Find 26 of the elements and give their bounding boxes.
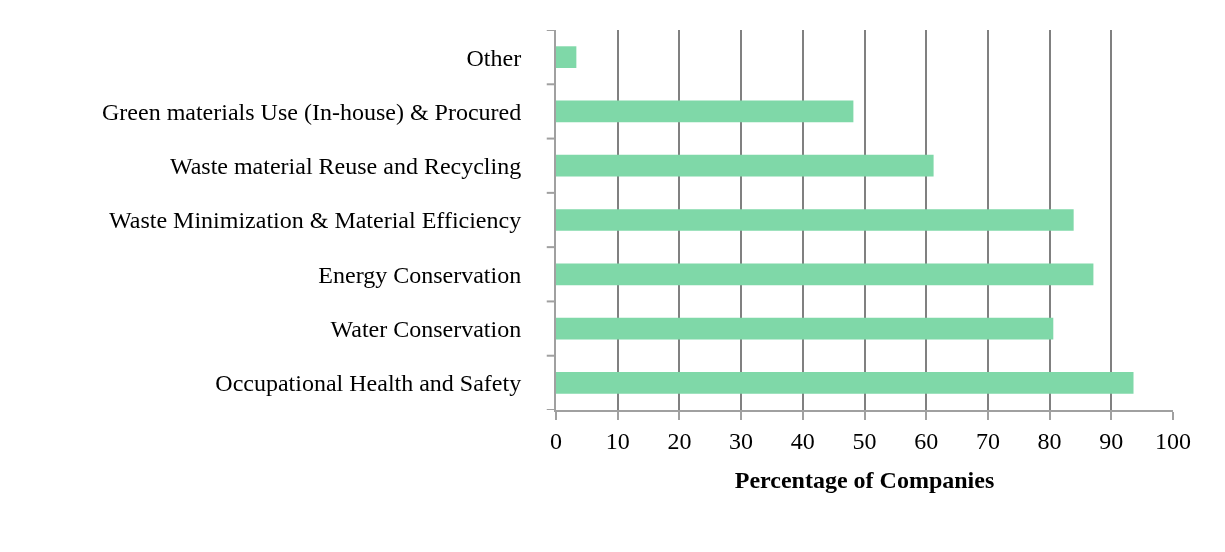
x-tick-label: 30 [729,427,754,454]
x-tick-label: 80 [1037,427,1062,454]
x-tick-label: 70 [975,427,1000,454]
x-tick-label: 60 [914,427,939,454]
bar [556,317,1054,340]
x-tick-label: 100 [1155,427,1191,454]
y-tick-label: Green materials Use (In-house) & Procured [102,98,522,125]
y-tick-label: Waste material Reuse and Recycling [169,153,522,180]
bar [556,372,1134,394]
y-tick-label: Waste Minimization & Material Efficiency [109,207,522,234]
x-tick-label: 50 [852,427,877,454]
y-tick-label: Occupational Health and Safety [215,370,522,397]
x-axis-title: Percentage of Companies [734,466,995,493]
bar [556,263,1094,286]
bar [556,154,934,177]
y-tick-label: Water Conservation [330,315,522,342]
x-tick-label: 10 [605,427,630,454]
y-tick-label: Other [466,44,522,71]
x-tick-label: 90 [1099,427,1124,454]
bar [556,209,1074,231]
x-tick-label: 40 [790,427,815,454]
bar [556,46,577,68]
x-tick-label: 20 [667,427,692,454]
y-tick-label: Energy Conservation [318,261,522,288]
bar [556,100,854,123]
x-tick-label: 0 [550,427,562,454]
